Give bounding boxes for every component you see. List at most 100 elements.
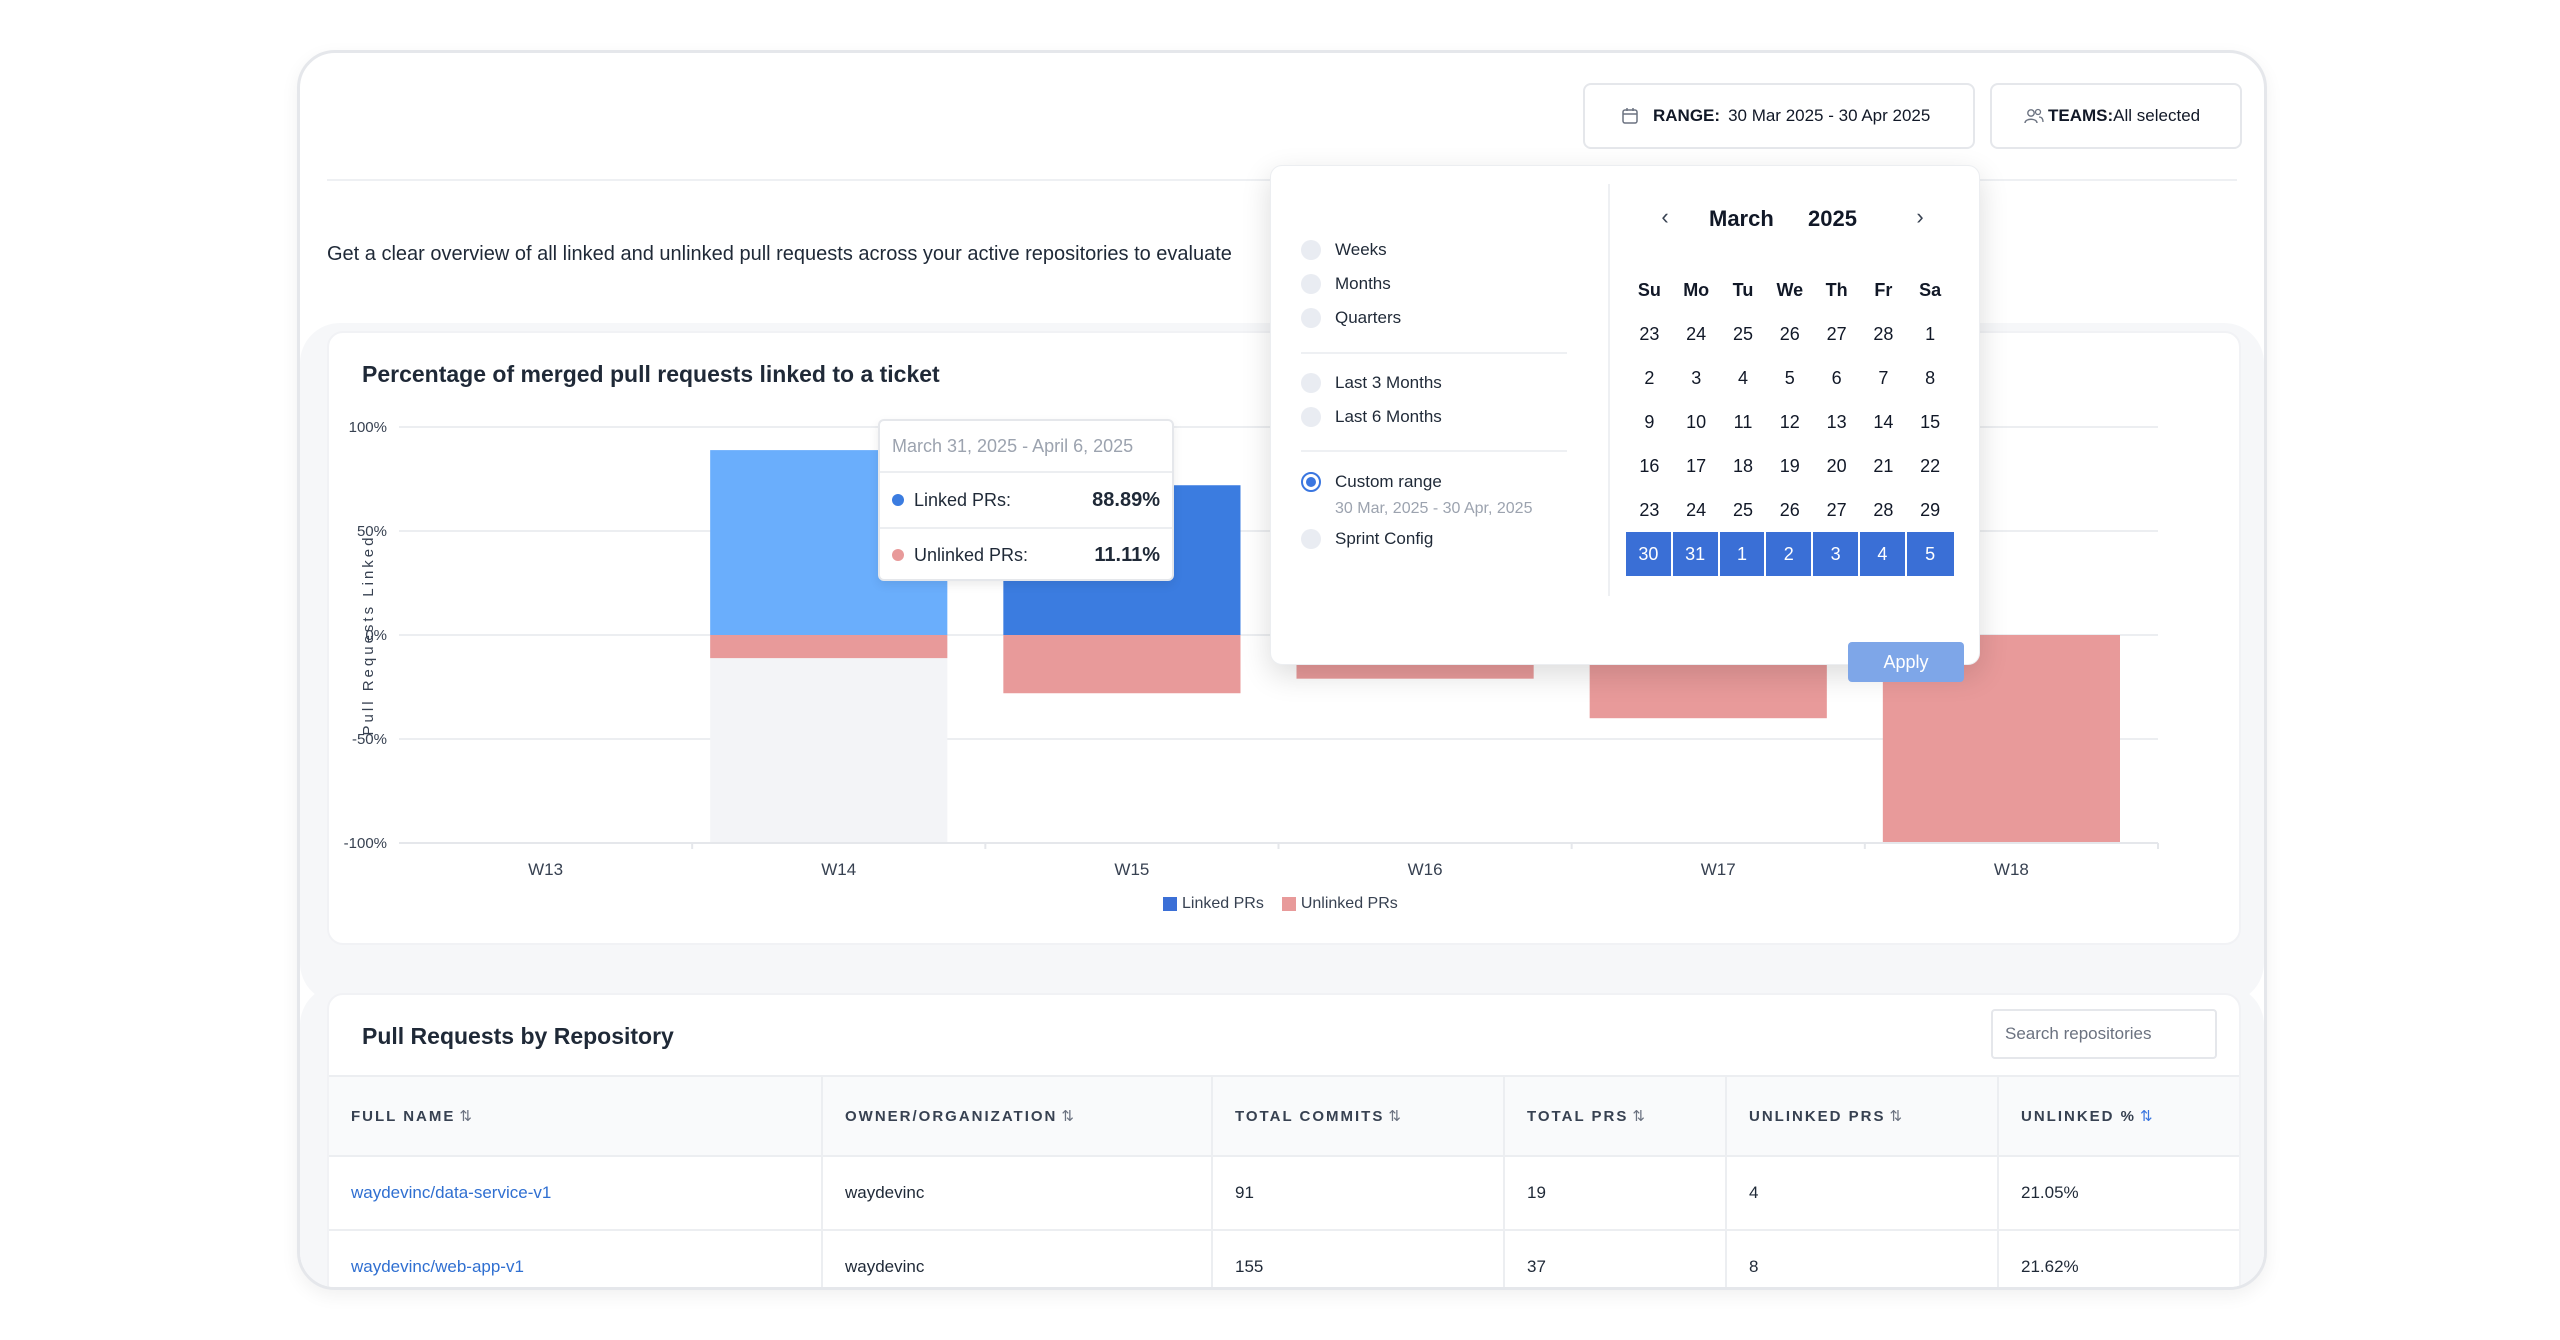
repo-link[interactable]: waydevinc/web-app-v1	[351, 1257, 524, 1276]
calendar-day-selected[interactable]: 1	[1719, 532, 1767, 576]
col-total-prs[interactable]: TOTAL PRS ⇅	[1504, 1075, 1727, 1157]
calendar-day[interactable]: 23	[1639, 323, 1660, 344]
calendar-day[interactable]: 7	[1878, 367, 1889, 388]
calendar-month[interactable]: March	[1709, 206, 1774, 231]
table-row: waydevinc/web-app-v1 waydevinc 155 37 8 …	[329, 1230, 2239, 1287]
bar-unlinked-w14[interactable]	[710, 635, 948, 659]
chart-tooltip: March 31, 2025 - April 6, 2025 Linked PR…	[878, 419, 1174, 581]
calendar-day[interactable]: 27	[1826, 323, 1847, 344]
table-cell: 91	[1212, 1156, 1505, 1231]
sort-icon[interactable]: ⇅	[1889, 1108, 1903, 1125]
calendar-day[interactable]: 14	[1873, 411, 1894, 432]
option-last-3-months[interactable]: Last 3 Months	[1301, 373, 1442, 393]
calendar-day[interactable]: 16	[1639, 455, 1660, 476]
chart-title: Percentage of merged pull requests linke…	[362, 361, 940, 387]
calendar-day[interactable]: 15	[1920, 411, 1941, 432]
range-label: RANGE:	[1653, 106, 1721, 125]
option-custom-range[interactable]: Custom range	[1301, 472, 1442, 492]
table-cell: 21.62%	[1998, 1230, 2239, 1287]
sort-active-icon[interactable]: ⇅	[2140, 1108, 2153, 1125]
option-last-6-months[interactable]: Last 6 Months	[1301, 407, 1442, 427]
calendar-day[interactable]: 24	[1686, 499, 1707, 520]
radio-icon[interactable]	[1301, 274, 1321, 294]
calendar-day[interactable]: 17	[1686, 455, 1707, 476]
radio-icon[interactable]	[1301, 373, 1321, 393]
col-unlinked-percent[interactable]: UNLINKED % ⇅	[1998, 1075, 2239, 1157]
chevron-left-icon[interactable]: ‹	[1661, 204, 1669, 229]
radio-icon[interactable]	[1301, 308, 1321, 328]
calendar-day[interactable]: 28	[1873, 499, 1894, 520]
col-owner[interactable]: OWNER/ORGANIZATION ⇅	[822, 1075, 1213, 1157]
calendar-day[interactable]: 22	[1920, 455, 1941, 476]
calendar-day[interactable]: 25	[1732, 499, 1753, 520]
calendar-week-row: 23 24 25 26 27 28 1	[1626, 312, 1954, 356]
calendar-day-selected[interactable]: 2	[1766, 532, 1814, 576]
radio-icon[interactable]	[1301, 529, 1321, 549]
sort-icon[interactable]: ⇅	[459, 1108, 472, 1125]
calendar-day[interactable]: 20	[1826, 455, 1847, 476]
tooltip-unlinked-label: Unlinked PRs:	[914, 544, 1029, 565]
calendar-day[interactable]: 5	[1784, 367, 1795, 388]
calendar-day[interactable]: 23	[1639, 499, 1660, 520]
dow-label: Su	[1637, 279, 1661, 300]
option-months[interactable]: Months	[1301, 274, 1391, 294]
option-quarters[interactable]: Quarters	[1301, 308, 1401, 328]
calendar-day-selected[interactable]: 5	[1906, 532, 1954, 576]
option-sprint-config[interactable]: Sprint Config	[1301, 529, 1433, 549]
calendar-dow-row: Su Mo Tu We Th Fr Sa	[1626, 268, 1954, 312]
legend-item-linked[interactable]: Linked PRs	[1163, 895, 1264, 913]
calendar-day[interactable]: 11	[1733, 411, 1753, 432]
dow-label: We	[1776, 279, 1804, 300]
col-total-commits[interactable]: TOTAL COMMITS ⇅	[1212, 1075, 1505, 1157]
calendar-day[interactable]: 21	[1873, 455, 1894, 476]
calendar-day[interactable]: 10	[1686, 411, 1707, 432]
radio-icon[interactable]	[1301, 407, 1321, 427]
calendar-day-selected[interactable]: 30	[1626, 532, 1673, 576]
calendar-day[interactable]: 6	[1831, 367, 1842, 388]
calendar-day[interactable]: 18	[1732, 455, 1753, 476]
unlinked-dot-icon	[892, 549, 904, 561]
calendar-day-selected[interactable]: 4	[1859, 532, 1907, 576]
calendar-day[interactable]: 19	[1779, 455, 1800, 476]
col-unlinked-prs[interactable]: UNLINKED PRS ⇅	[1726, 1075, 1999, 1157]
option-weeks[interactable]: Weeks	[1301, 240, 1387, 260]
calendar-day-selected[interactable]: 31	[1672, 532, 1720, 576]
calendar-day[interactable]: 13	[1826, 411, 1847, 432]
calendar-day[interactable]: 26	[1779, 499, 1800, 520]
table-cell: waydevinc	[822, 1156, 1213, 1231]
calendar-day[interactable]: 27	[1826, 499, 1847, 520]
calendar-day[interactable]: 26	[1779, 323, 1800, 344]
tooltip-linked-label: Linked PRs:	[914, 489, 1012, 510]
calendar-week-row: 23 24 25 26 27 28 29	[1626, 488, 1954, 532]
sort-icon[interactable]: ⇅	[1061, 1108, 1074, 1125]
calendar-day[interactable]: 4	[1737, 367, 1748, 388]
calendar-day[interactable]: 24	[1686, 323, 1707, 344]
calendar-day[interactable]: 25	[1732, 323, 1753, 344]
chevron-right-icon[interactable]: ›	[1916, 204, 1924, 229]
col-full-name[interactable]: FULL NAME ⇅	[329, 1075, 823, 1157]
calendar-day[interactable]: 29	[1920, 499, 1941, 520]
radio-selected-icon[interactable]	[1301, 472, 1321, 492]
calendar-day[interactable]: 8	[1925, 367, 1936, 388]
search-repositories-input[interactable]	[1991, 1009, 2217, 1059]
calendar-day[interactable]: 9	[1644, 411, 1655, 432]
radio-icon[interactable]	[1301, 240, 1321, 260]
calendar-year[interactable]: 2025	[1808, 206, 1857, 231]
repo-link[interactable]: waydevinc/data-service-v1	[351, 1183, 552, 1202]
calendar-day[interactable]: 3	[1691, 367, 1702, 388]
legend-item-unlinked[interactable]: Unlinked PRs	[1281, 895, 1398, 913]
table-cell: 19	[1504, 1156, 1727, 1231]
calendar-day[interactable]: 1	[1925, 323, 1936, 344]
calendar-day[interactable]: 2	[1644, 367, 1655, 388]
calendar-day[interactable]: 12	[1779, 411, 1800, 432]
teams-selector-button[interactable]: TEAMS: All selected	[1990, 83, 2242, 149]
calendar-icon	[1622, 108, 1638, 124]
bar-unlinked-w15[interactable]	[1003, 635, 1241, 694]
apply-button[interactable]: Apply	[1848, 642, 1964, 682]
calendar-day-selected[interactable]: 3	[1813, 532, 1860, 576]
range-selector-button[interactable]: RANGE: 30 Mar 2025 - 30 Apr 2025	[1583, 83, 1975, 149]
calendar-day[interactable]: 28	[1873, 323, 1894, 344]
sort-icon[interactable]: ⇅	[1632, 1108, 1645, 1125]
linked-dot-icon	[892, 494, 904, 506]
sort-icon[interactable]: ⇅	[1388, 1108, 1401, 1125]
